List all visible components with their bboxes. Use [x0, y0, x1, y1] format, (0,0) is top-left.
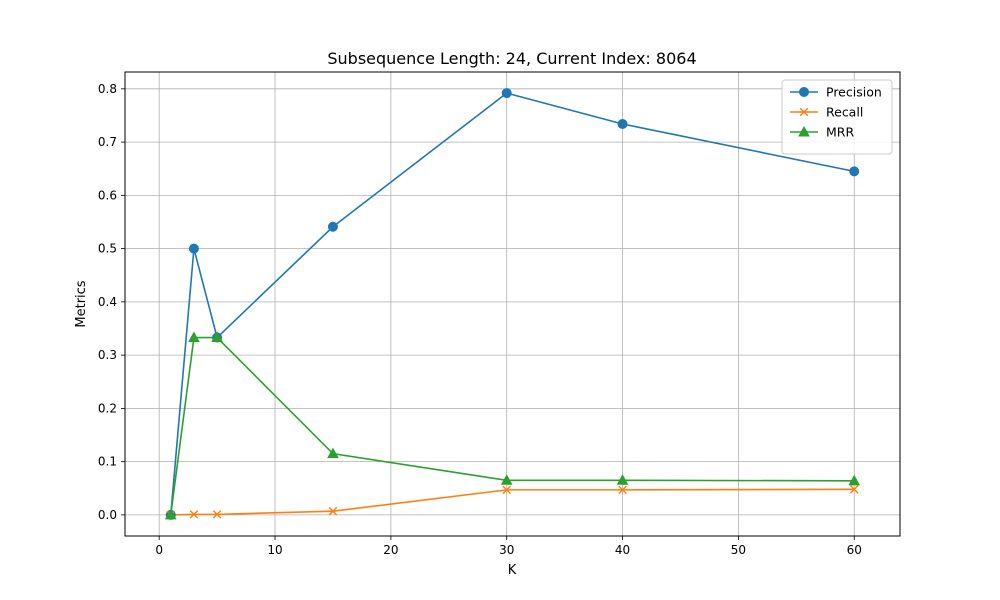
y-axis-label: Metrics	[74, 280, 89, 327]
plot-frame	[124, 71, 901, 537]
series-markers	[164, 88, 861, 520]
x-tick-label: 30	[499, 543, 514, 557]
legend-label-mrr: MRR	[826, 125, 854, 140]
legend-marker-recall	[799, 107, 809, 117]
y-tick-label: 0.6	[98, 188, 117, 202]
recall-point	[189, 510, 199, 519]
recall-point	[502, 485, 512, 495]
precision-point	[327, 221, 338, 232]
x-tick-label: 40	[615, 543, 630, 557]
mrr-point	[211, 331, 223, 343]
recall-point	[328, 506, 338, 516]
legend-marker-precision	[799, 87, 809, 97]
chart-title: Subsequence Length: 24, Current Index: 8…	[327, 49, 696, 68]
y-tick-label: 0.4	[98, 295, 117, 309]
mrr-point	[188, 331, 200, 343]
recall-point	[212, 510, 222, 519]
x-tick-label: 10	[267, 543, 282, 557]
mrr-line	[169, 336, 855, 516]
precision-point	[617, 118, 628, 129]
y-tick-label: 0.5	[98, 242, 117, 256]
recall-line	[170, 488, 855, 516]
x-axis-label: K	[508, 563, 517, 578]
precision-line	[169, 92, 855, 515]
y-tick-label: 0.3	[98, 348, 117, 362]
y-tick-label: 0.0	[98, 508, 117, 522]
x-tick-label: 0	[155, 543, 163, 557]
x-tick-label: 20	[383, 543, 398, 557]
axis-ticks: 0 10 20 30 40 50 60 0.0 0.1 0.2 0.3 0.4 0.5 0.6 0.7 0.8	[98, 82, 862, 557]
precision-point	[849, 166, 860, 177]
legend-label-precision: Precision	[826, 85, 882, 100]
mrr-point	[848, 474, 861, 486]
y-tick-label: 0.1	[98, 455, 117, 469]
recall-point	[618, 485, 627, 495]
series-lines	[169, 92, 855, 516]
y-tick-label: 0.7	[98, 135, 117, 149]
legend-label-recall: Recall	[826, 105, 863, 120]
mrr-point	[616, 474, 629, 485]
mrr-point	[164, 508, 177, 520]
y-tick-label: 0.8	[98, 82, 117, 96]
y-tick-label: 0.2	[98, 401, 117, 415]
x-tick-label: 50	[731, 543, 746, 557]
mrr-point	[500, 474, 513, 485]
legend-marker-mrr	[798, 125, 810, 137]
legend: Precision Recall MRR	[781, 79, 893, 155]
legend-box	[781, 79, 893, 155]
x-tick-label: 60	[847, 543, 862, 557]
precision-point	[501, 88, 512, 99]
mrr-point	[327, 447, 339, 459]
precision-point	[188, 243, 199, 254]
recall-point	[849, 485, 859, 494]
